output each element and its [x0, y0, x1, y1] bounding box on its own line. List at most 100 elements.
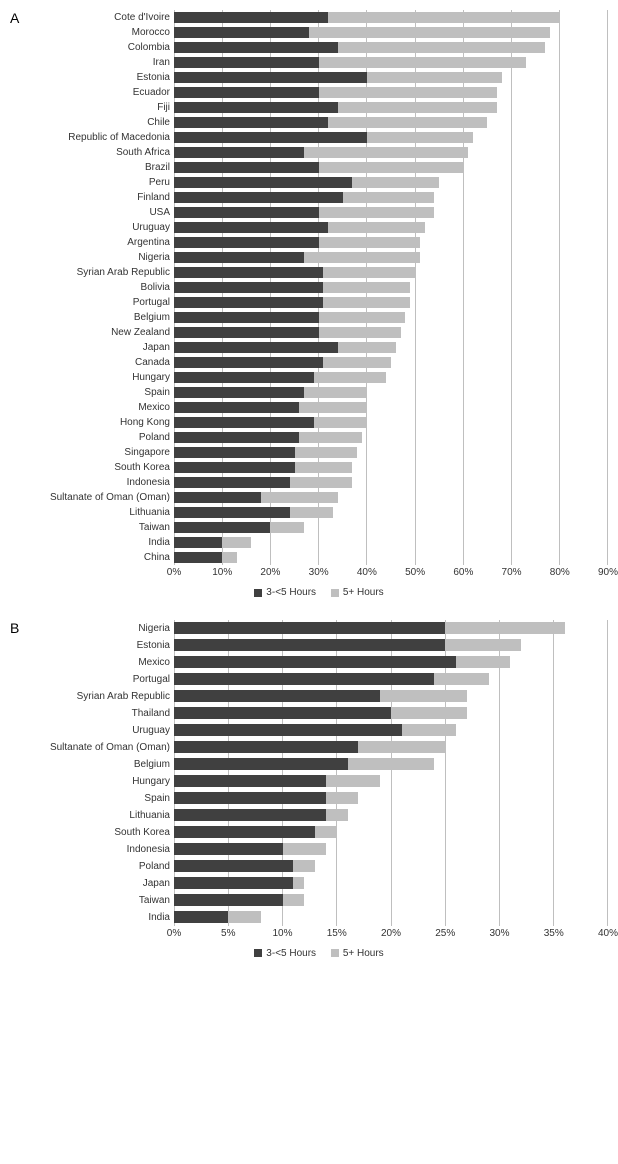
bar-seg-s2 [456, 656, 510, 668]
chart-container: NigeriaEstoniaMexicoPortugalSyrian Arab … [30, 620, 608, 961]
bar-seg-s2 [338, 102, 497, 113]
bar-row [174, 490, 608, 505]
y-axis-label: South Korea [30, 824, 170, 841]
bar-seg-s2 [304, 387, 367, 398]
bar-row [174, 385, 608, 400]
y-axis-label: Morocco [30, 25, 170, 40]
y-axis-label: Portugal [30, 671, 170, 688]
bars [174, 10, 608, 565]
bar-seg-s2 [319, 312, 406, 323]
y-axis-label: Ecuador [30, 85, 170, 100]
bar-seg-s1 [174, 342, 338, 353]
bar-seg-s1 [174, 387, 304, 398]
legend-item-s2: 5+ Hours [331, 587, 384, 598]
bar-seg-s2 [299, 402, 367, 413]
bar-row [174, 130, 608, 145]
bar-seg-s2 [326, 775, 380, 787]
bar-seg-s1 [174, 860, 293, 872]
bar-seg-s1 [174, 792, 326, 804]
legend-swatch [254, 589, 262, 597]
bar-seg-s1 [174, 911, 228, 923]
bar-row [174, 841, 608, 858]
bar-row [174, 637, 608, 654]
bar-seg-s1 [174, 507, 290, 518]
bar-seg-s1 [174, 282, 323, 293]
bar-row [174, 145, 608, 160]
bar-seg-s2 [328, 12, 559, 23]
bar-seg-s1 [174, 192, 343, 203]
bar-row [174, 550, 608, 565]
bar-seg-s2 [283, 843, 326, 855]
y-axis-label: Mexico [30, 654, 170, 671]
x-axis-tick: 80% [550, 567, 570, 578]
bar-row [174, 875, 608, 892]
x-axis-tick: 10% [212, 567, 232, 578]
legend-item-s2: 5+ Hours [331, 948, 384, 959]
bar-seg-s2 [290, 507, 333, 518]
bar-seg-s1 [174, 312, 319, 323]
bar-seg-s1 [174, 894, 283, 906]
y-axis-label: Hong Kong [30, 415, 170, 430]
y-axis-label: Hungary [30, 370, 170, 385]
y-axis-label: Nigeria [30, 620, 170, 637]
y-axis: NigeriaEstoniaMexicoPortugalSyrian Arab … [30, 620, 174, 926]
bar-row [174, 295, 608, 310]
bar-seg-s1 [174, 267, 323, 278]
bar-row [174, 85, 608, 100]
bar-seg-s1 [174, 477, 290, 488]
bars [174, 620, 608, 926]
legend-item-s1: 3-<5 Hours [254, 587, 316, 598]
bar-seg-s1 [174, 87, 319, 98]
bar-seg-s1 [174, 27, 309, 38]
bar-row [174, 756, 608, 773]
bar-row [174, 175, 608, 190]
bar-seg-s2 [319, 87, 497, 98]
bar-seg-s1 [174, 639, 445, 651]
bar-row [174, 310, 608, 325]
bar-seg-s2 [304, 252, 420, 263]
y-axis-label: China [30, 550, 170, 565]
x-axis-tick: 0% [167, 567, 181, 578]
y-axis-label: Finland [30, 190, 170, 205]
chart-body: NigeriaEstoniaMexicoPortugalSyrian Arab … [30, 620, 608, 926]
legend-label: 5+ Hours [343, 948, 384, 959]
y-axis-label: Uruguay [30, 220, 170, 235]
bar-row [174, 415, 608, 430]
y-axis-label: Chile [30, 115, 170, 130]
legend-label: 3-<5 Hours [266, 587, 316, 598]
x-axis: 0%5%10%15%20%25%30%35%40% [174, 926, 608, 942]
plot-area [174, 10, 608, 565]
bar-row [174, 325, 608, 340]
bar-row [174, 340, 608, 355]
bar-seg-s2 [352, 177, 439, 188]
bar-row [174, 265, 608, 280]
legend-item-s1: 3-<5 Hours [254, 948, 316, 959]
x-axis-wrap: 0%10%20%30%40%50%60%70%80%90% [30, 565, 608, 581]
bar-seg-s1 [174, 117, 328, 128]
bar-seg-s2 [314, 417, 367, 428]
y-axis-label: Colombia [30, 40, 170, 55]
x-axis-tick: 20% [381, 928, 401, 939]
bar-seg-s1 [174, 826, 315, 838]
y-axis-label: New Zealand [30, 325, 170, 340]
y-axis-label: Bolivia [30, 280, 170, 295]
bar-seg-s1 [174, 741, 358, 753]
bar-seg-s2 [290, 477, 353, 488]
bar-seg-s2 [338, 42, 545, 53]
bar-row [174, 70, 608, 85]
bar-row [174, 475, 608, 490]
bar-seg-s2 [319, 237, 420, 248]
y-axis-label: Portugal [30, 295, 170, 310]
bar-row [174, 100, 608, 115]
bar-seg-s2 [299, 432, 362, 443]
bar-seg-s2 [270, 522, 304, 533]
bar-row [174, 722, 608, 739]
bar-seg-s1 [174, 809, 326, 821]
bar-seg-s2 [445, 622, 564, 634]
bar-row [174, 824, 608, 841]
legend: 3-<5 Hours 5+ Hours [30, 587, 608, 600]
bar-seg-s1 [174, 222, 328, 233]
y-axis-label: Belgium [30, 310, 170, 325]
bar-seg-s2 [309, 27, 550, 38]
panel-label: B [10, 620, 19, 636]
